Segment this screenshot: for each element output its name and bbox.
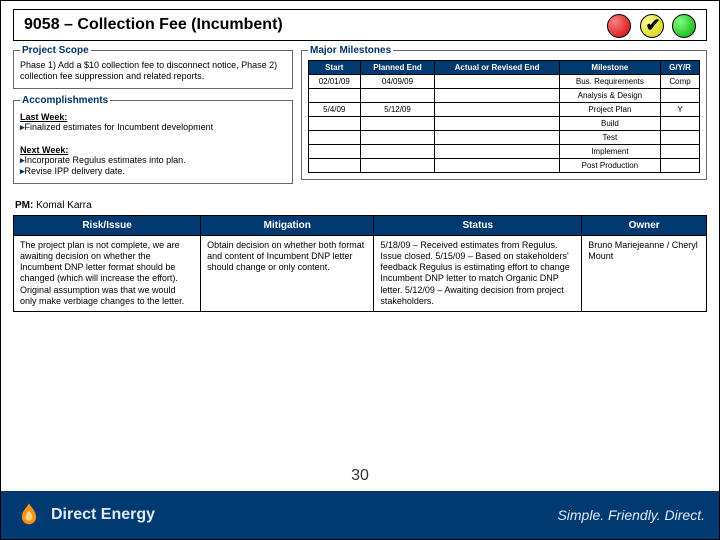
col-milestone: Milestone [559, 61, 660, 75]
brand-name: Direct Energy [51, 506, 155, 524]
cell [435, 103, 559, 117]
milestones-legend: Major Milestones [308, 45, 393, 56]
accomplishments-legend: Accomplishments [20, 95, 110, 106]
risk-cell: The project plan is not complete, we are… [14, 235, 201, 312]
cell [435, 75, 559, 89]
cell [435, 131, 559, 145]
scope-box: Project Scope Phase 1) Add a $10 collect… [13, 45, 293, 89]
cell [435, 89, 559, 103]
table-row: Post Production [309, 159, 700, 173]
cell: Y [661, 103, 700, 117]
cell: Implement [559, 145, 660, 159]
next-week-item-2: ▸Revise IPP delivery date. [20, 166, 286, 177]
slide-title: 9058 – Collection Fee (Incumbent) [24, 16, 283, 33]
cell: 02/01/09 [309, 75, 361, 89]
table-row: Analysis & Design [309, 89, 700, 103]
scope-legend: Project Scope [20, 45, 91, 56]
cell: 5/12/09 [360, 103, 435, 117]
cell: Test [559, 131, 660, 145]
tagline: Simple. Friendly. Direct. [557, 507, 705, 523]
milestones-box: Major Milestones Start Planned End Actua… [301, 45, 707, 180]
cell [360, 89, 435, 103]
title-bar: 9058 – Collection Fee (Incumbent) ✔ [13, 9, 707, 41]
upper-section: Project Scope Phase 1) Add a $10 collect… [1, 45, 719, 190]
status-dots: ✔ [603, 14, 696, 38]
col-mitigation: Mitigation [201, 215, 374, 235]
cell: 04/09/09 [360, 75, 435, 89]
cell: Comp [661, 75, 700, 89]
table-row: 5/4/095/12/09 Project PlanY [309, 103, 700, 117]
col-actual: Actual or Revised End [435, 61, 559, 75]
check-icon: ✔ [646, 15, 661, 36]
cell [661, 117, 700, 131]
cell: Bus. Requirements [559, 75, 660, 89]
next-week-text-1: Incorporate Regulus estimates into plan. [25, 155, 186, 165]
cell [661, 145, 700, 159]
next-week-label: Next Week: [20, 145, 286, 155]
table-row: Test [309, 131, 700, 145]
table-row: Build [309, 117, 700, 131]
logo-block: Direct Energy [15, 501, 155, 529]
col-start: Start [309, 61, 361, 75]
pm-label: PM: [15, 200, 33, 211]
mitigation-cell: Obtain decision on whether both format a… [201, 235, 374, 312]
cell: Build [559, 117, 660, 131]
page-number: 30 [351, 467, 369, 485]
cell [360, 159, 435, 173]
cell [360, 117, 435, 131]
cell [309, 159, 361, 173]
cell [435, 159, 559, 173]
cell [360, 131, 435, 145]
scope-text: Phase 1) Add a $10 collection fee to dis… [20, 60, 286, 82]
col-risk: Risk/Issue [14, 215, 201, 235]
last-week-label: Last Week: [20, 112, 286, 122]
cell [661, 159, 700, 173]
col-status: Status [374, 215, 582, 235]
last-week-text: Finalized estimates for Incumbent develo… [25, 122, 214, 132]
cell [360, 145, 435, 159]
cell [661, 89, 700, 103]
owner-cell: Bruno Mariejeanne / Cheryl Mount [582, 235, 707, 312]
table-row: The project plan is not complete, we are… [14, 235, 707, 312]
col-owner: Owner [582, 215, 707, 235]
cell [435, 117, 559, 131]
table-row: Implement [309, 145, 700, 159]
table-header-row: Start Planned End Actual or Revised End … [309, 61, 700, 75]
slide: 9058 – Collection Fee (Incumbent) ✔ Proj… [0, 0, 720, 540]
col-planned: Planned End [360, 61, 435, 75]
status-green-icon [672, 14, 696, 38]
risk-section: Risk/Issue Mitigation Status Owner The p… [1, 215, 719, 313]
cell [661, 131, 700, 145]
status-yellow-icon: ✔ [640, 14, 664, 38]
right-column: Major Milestones Start Planned End Actua… [301, 45, 707, 190]
table-row: 02/01/0904/09/09 Bus. RequirementsComp [309, 75, 700, 89]
status-red-icon [607, 14, 631, 38]
cell: Analysis & Design [559, 89, 660, 103]
cell [435, 145, 559, 159]
flame-icon [15, 501, 43, 529]
risk-table: Risk/Issue Mitigation Status Owner The p… [13, 215, 707, 313]
last-week-item: ▸Finalized estimates for Incumbent devel… [20, 122, 286, 133]
cell [309, 117, 361, 131]
col-gyr: G/Y/R [661, 61, 700, 75]
accomplishments-box: Accomplishments Last Week: ▸Finalized es… [13, 95, 293, 184]
milestones-body: 02/01/0904/09/09 Bus. RequirementsComp An… [309, 75, 700, 173]
cell: Project Plan [559, 103, 660, 117]
next-week-text-2: Revise IPP delivery date. [25, 166, 125, 176]
cell: 5/4/09 [309, 103, 361, 117]
cell [309, 131, 361, 145]
cell [309, 89, 361, 103]
pm-name: Komal Karra [36, 200, 92, 211]
pm-line: PM: Komal Karra [1, 190, 719, 215]
footer-bar: Direct Energy Simple. Friendly. Direct. [1, 491, 719, 539]
status-cell: 5/18/09 – Received estimates from Regulu… [374, 235, 582, 312]
cell: Post Production [559, 159, 660, 173]
milestones-table: Start Planned End Actual or Revised End … [308, 60, 700, 173]
cell [309, 145, 361, 159]
next-week-item-1: ▸Incorporate Regulus estimates into plan… [20, 155, 286, 166]
left-column: Project Scope Phase 1) Add a $10 collect… [13, 45, 293, 190]
table-header-row: Risk/Issue Mitigation Status Owner [14, 215, 707, 235]
